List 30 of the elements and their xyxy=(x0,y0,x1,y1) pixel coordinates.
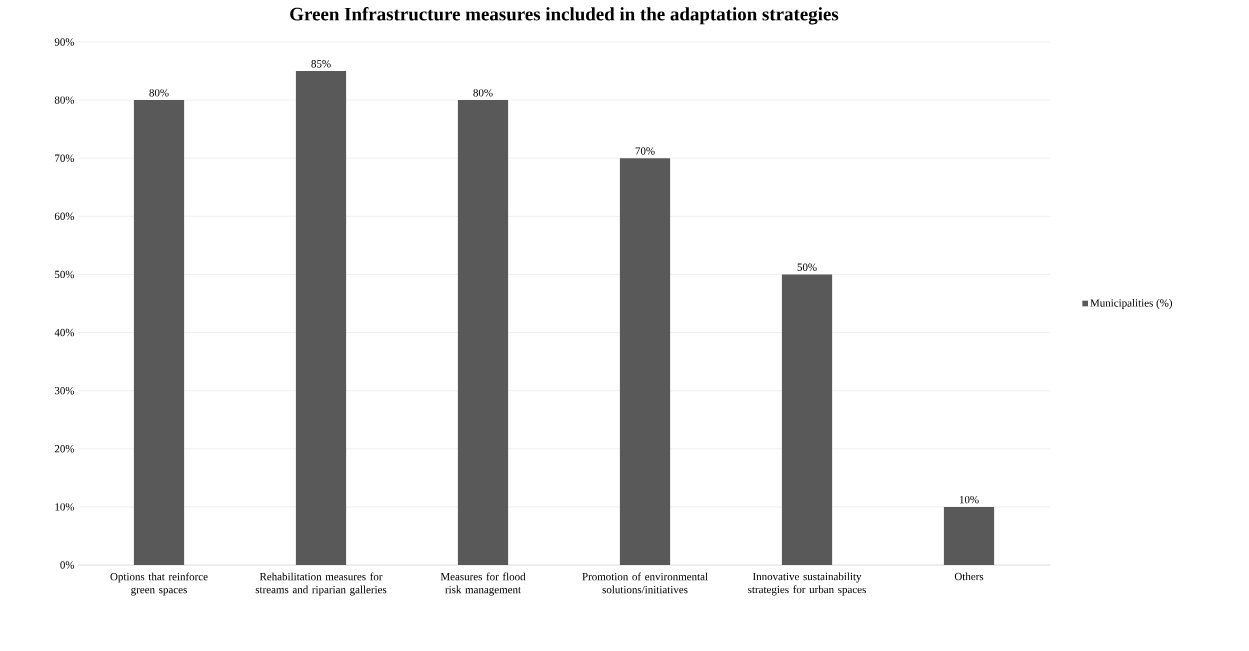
bar xyxy=(457,100,509,565)
y-tick-label: 50% xyxy=(55,270,75,279)
x-tick-label: Options that reinforce green spaces xyxy=(110,572,208,596)
y-tick-label: 40% xyxy=(54,328,75,337)
data-label: 50% xyxy=(797,263,817,271)
data-label: 80% xyxy=(149,89,169,97)
bar xyxy=(295,71,347,565)
y-tick-label: 10% xyxy=(55,503,75,511)
data-label: 80% xyxy=(473,89,493,97)
x-tick-label: Innovative sustainability strategies for urban spaces xyxy=(748,572,866,596)
x-tick-label: Others xyxy=(954,572,984,581)
chart-title: Green Infrastructure measures included in the adaptation strategies xyxy=(290,7,839,25)
y-tick-label: 0% xyxy=(60,561,75,569)
data-label: 70% xyxy=(635,147,655,155)
x-tick-label: Rehabilitation measures for streams and riparian galleries xyxy=(255,572,387,596)
y-tick-label: 20% xyxy=(54,445,75,453)
bar xyxy=(133,100,185,565)
y-tick-label: 30% xyxy=(54,386,75,395)
x-tick-label: Measures for flood risk management xyxy=(440,572,526,596)
y-tick-label: 80% xyxy=(54,96,75,104)
y-tick-label: 90% xyxy=(54,38,75,46)
y-tick-label: 60% xyxy=(54,212,75,221)
legend-label: Municipalities (%) xyxy=(1090,298,1173,309)
bar xyxy=(781,274,833,565)
bar xyxy=(943,506,995,565)
x-tick-label: Promotion of environmental solutions/initiatives xyxy=(582,572,708,594)
data-label: 10% xyxy=(959,495,979,504)
data-label: 85% xyxy=(311,60,331,68)
y-tick-label: 70% xyxy=(55,154,75,162)
bar xyxy=(619,158,671,565)
